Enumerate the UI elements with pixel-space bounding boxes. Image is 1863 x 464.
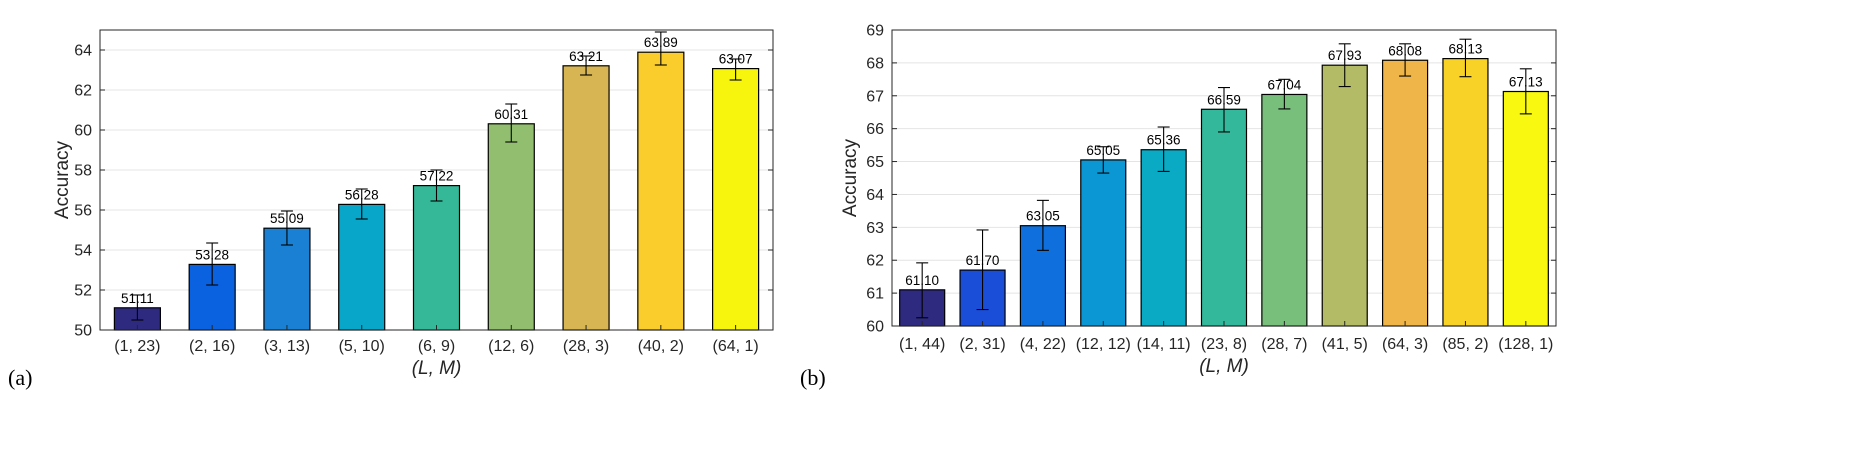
panel-label: (b) [800, 365, 826, 390]
x-tick-label: (3, 13) [264, 338, 310, 355]
x-tick-label: (64, 1) [712, 338, 758, 355]
bar [1442, 58, 1489, 327]
data-label: 61.70 [966, 253, 1000, 268]
x-tick-label: (4, 22) [1020, 336, 1066, 353]
bar [1502, 90, 1549, 327]
y-tick-label: 52 [74, 283, 92, 300]
axes-box [891, 29, 1557, 327]
data-label: 51.11 [121, 291, 154, 306]
y-tick-label: 66 [866, 121, 884, 138]
x-axis-title: (L, M) [1199, 356, 1249, 377]
x-tick-label: (85, 2) [1442, 336, 1488, 353]
x-tick-label: (64, 3) [1382, 336, 1428, 353]
bar [637, 51, 685, 331]
bar [487, 123, 535, 331]
bar [1261, 93, 1308, 327]
bar [412, 185, 461, 331]
y-tick-label: 56 [74, 203, 92, 220]
y-tick-label: 64 [866, 187, 884, 204]
data-label: 67.04 [1267, 77, 1301, 92]
data-label: 56.28 [345, 187, 379, 202]
bar [562, 65, 610, 331]
chart-panel-b: 61.10 (1, 44) 61.70 (2, 31) 63.05 (4, 22) 65.0… [800, 23, 1557, 390]
x-tick-label: (1, 23) [114, 338, 160, 355]
data-label: 57.22 [420, 169, 454, 184]
y-tick-label: 64 [74, 43, 92, 60]
y-axis-title: Accuracy [840, 138, 861, 217]
data-label: 60.31 [494, 107, 528, 122]
x-tick-label: (2, 31) [959, 336, 1005, 353]
data-label: 68.13 [1449, 42, 1483, 57]
y-tick-label: 54 [74, 243, 92, 260]
x-tick-label: (14, 11) [1137, 336, 1191, 353]
data-label: 55.09 [270, 211, 304, 226]
bar [338, 203, 386, 331]
data-label: 63.21 [569, 49, 603, 64]
data-label: 68.08 [1388, 43, 1422, 58]
data-label: 65.05 [1086, 143, 1120, 158]
y-tick-label: 63 [866, 220, 884, 237]
x-tick-label: (23, 8) [1201, 336, 1247, 353]
data-label: 61.10 [905, 273, 939, 288]
y-tick-label: 60 [866, 319, 884, 336]
y-tick-label: 62 [74, 83, 92, 100]
x-tick-label: (12, 12) [1076, 336, 1131, 353]
data-label: 67.93 [1328, 48, 1362, 63]
panel-label: (a) [8, 365, 32, 390]
y-tick-label: 68 [866, 55, 884, 72]
x-tick-label: (1, 44) [899, 336, 945, 353]
data-label: 66.59 [1207, 92, 1241, 107]
bar [712, 67, 760, 331]
x-tick-label: (2, 16) [189, 338, 235, 355]
y-tick-label: 65 [866, 154, 884, 171]
chart-panel-a: 51.11 (1, 23) 53.28 (2, 16) 55.09 (3, 13) 56.2… [8, 29, 774, 390]
bar [1321, 64, 1368, 327]
bar [1200, 108, 1248, 327]
axes-box [99, 29, 774, 331]
y-axis-title: Accuracy [52, 140, 73, 219]
data-label: 63.07 [719, 52, 753, 67]
data-label: 63.05 [1026, 209, 1060, 224]
x-tick-label: (5, 10) [339, 338, 385, 355]
data-label: 63.89 [644, 35, 678, 50]
bar [1140, 149, 1187, 327]
data-label: 65.36 [1147, 133, 1181, 148]
y-tick-label: 67 [866, 88, 884, 105]
x-axis-title: (L, M) [412, 358, 462, 379]
y-tick-label: 58 [74, 163, 92, 180]
x-tick-label: (12, 6) [488, 338, 534, 355]
x-tick-label: (6, 9) [418, 338, 455, 355]
data-label: 53.28 [195, 247, 229, 262]
y-tick-label: 60 [74, 123, 92, 140]
x-tick-label: (128, 1) [1498, 336, 1553, 353]
x-tick-label: (28, 3) [563, 338, 609, 355]
x-tick-label: (41, 5) [1322, 336, 1368, 353]
bar [1381, 59, 1429, 327]
y-tick-label: 69 [866, 23, 884, 40]
y-tick-label: 62 [866, 253, 884, 270]
bar [1080, 159, 1127, 327]
y-tick-label: 61 [866, 286, 884, 303]
data-label: 67.13 [1509, 75, 1543, 90]
x-tick-label: (40, 2) [638, 338, 684, 355]
y-tick-label: 50 [74, 323, 92, 340]
x-tick-label: (28, 7) [1261, 336, 1307, 353]
